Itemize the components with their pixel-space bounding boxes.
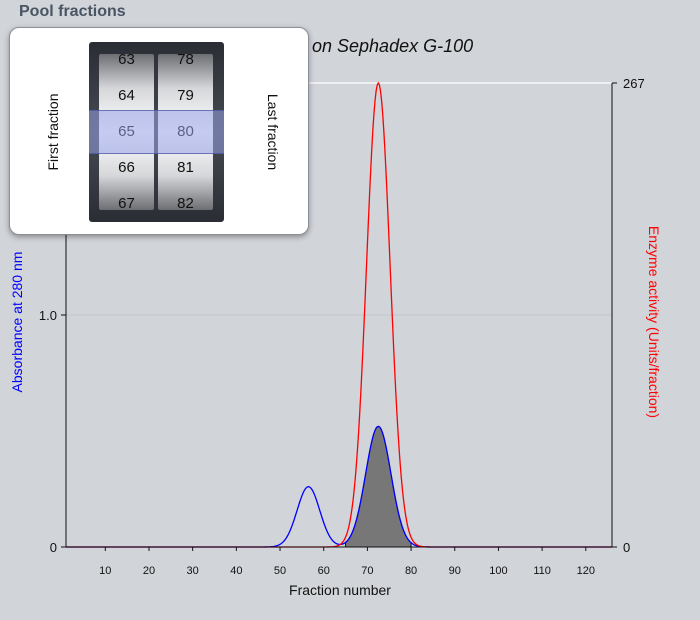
right-tick-label: 267 (623, 76, 645, 91)
x-axis-label: Fraction number (289, 582, 391, 598)
wheel-option[interactable]: 67 (118, 195, 135, 210)
x-tick-label: 10 (99, 565, 111, 577)
left-y-ticks: 01.0 (39, 308, 66, 555)
x-tick-label: 50 (274, 565, 286, 577)
right-axis-label: Enzyme activity (Units/fraction) (646, 226, 662, 418)
first-fraction-label: First fraction (45, 93, 61, 171)
wheel-option[interactable]: 63 (118, 54, 135, 68)
wheel-option[interactable]: 78 (177, 54, 194, 68)
x-tick-label: 90 (449, 565, 461, 577)
x-tick-label: 60 (318, 565, 330, 577)
x-tick-label: 110 (533, 565, 551, 577)
left-tick-label: 0 (50, 540, 57, 555)
chart-title: on Sephadex G-100 (312, 36, 473, 56)
right-y-ticks: 0 267 (612, 76, 645, 555)
fraction-picker-popover: First fraction 63 64 65 66 67 78 79 80 81 82 Las… (9, 27, 309, 235)
picker-wheels: 63 64 65 66 67 78 79 80 81 82 (89, 42, 224, 222)
wheel-option[interactable]: 79 (177, 87, 194, 104)
x-tick-label: 30 (187, 565, 199, 577)
x-tick-label: 70 (361, 565, 373, 577)
wheel-option[interactable]: 82 (177, 195, 194, 210)
x-tick-label: 20 (143, 565, 155, 577)
wheel-option[interactable]: 66 (118, 159, 135, 176)
x-tick-label: 120 (577, 565, 595, 577)
wheel-option[interactable]: 65 (118, 123, 135, 140)
x-tick-label: 100 (489, 565, 507, 577)
dialog-title: Pool fractions (19, 3, 126, 20)
wheel-option[interactable]: 81 (177, 159, 194, 176)
wheel-option[interactable]: 80 (177, 123, 194, 140)
left-axis-label: Absorbance at 280 nm (9, 252, 25, 393)
last-fraction-wheel[interactable]: 78 79 80 81 82 (158, 54, 213, 210)
x-ticks: 10 20 30 40 50 60 70 80 90 100 110 120 (99, 547, 595, 577)
pooled-fraction-area (345, 426, 412, 547)
right-tick-label: 0 (623, 540, 630, 555)
last-fraction-label: Last fraction (265, 93, 281, 171)
first-fraction-wheel[interactable]: 63 64 65 66 67 (99, 54, 154, 210)
wheel-option[interactable]: 64 (118, 87, 135, 104)
left-tick-label: 1.0 (39, 308, 57, 323)
series-line-0 (66, 425, 612, 548)
x-tick-label: 80 (405, 565, 417, 577)
x-tick-label: 40 (230, 565, 242, 577)
